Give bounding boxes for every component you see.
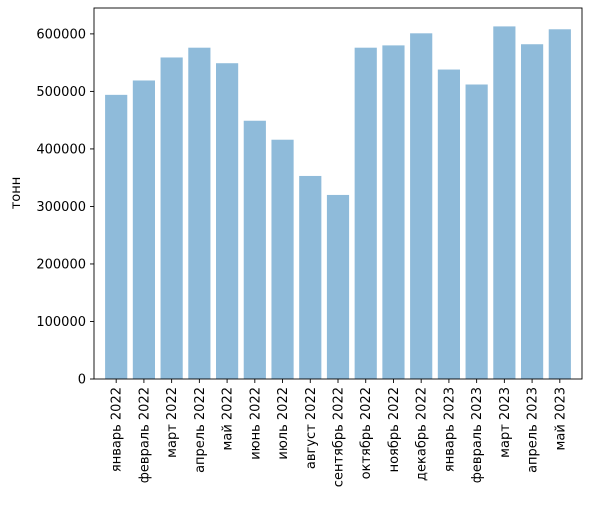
bar	[548, 29, 571, 380]
x-tick-label: март 2023	[498, 387, 513, 458]
x-tick-label: ноябрь 2022	[387, 387, 402, 472]
bar	[160, 57, 183, 379]
bar	[410, 33, 433, 379]
y-tick-label: 400000	[36, 142, 86, 157]
y-axis-ticks: 0 100000 200000 300000 400000 500000 600000	[36, 27, 94, 388]
x-tick-label: август 2022	[304, 387, 319, 469]
bar	[105, 94, 128, 380]
y-axis-label: тонн	[9, 177, 24, 210]
bar	[354, 47, 377, 379]
bar	[437, 69, 460, 379]
bar	[132, 80, 155, 379]
bar	[188, 47, 211, 379]
x-tick-label: июль 2022	[276, 387, 291, 460]
x-axis-ticks: январь 2022 февраль 2022 март 2022 апрель 2…	[110, 379, 568, 487]
x-tick-label: сентябрь 2022	[332, 387, 347, 487]
plot-frame	[93, 7, 583, 380]
x-tick-label: апрель 2023	[526, 387, 541, 473]
x-tick-label: май 2023	[553, 387, 568, 450]
x-tick-label: январь 2023	[442, 387, 457, 472]
y-tick-label: 500000	[36, 85, 86, 100]
x-tick-label: январь 2022	[110, 387, 125, 472]
x-tick-label: октябрь 2022	[359, 387, 374, 479]
x-tick-label: февраль 2023	[470, 387, 485, 483]
y-tick-label: 300000	[36, 200, 86, 215]
x-tick-label: апрель 2022	[193, 387, 208, 473]
bar	[299, 175, 322, 379]
bars-group	[105, 26, 571, 380]
bar	[243, 120, 266, 380]
x-tick-label: март 2022	[165, 387, 180, 458]
y-tick-label: 100000	[36, 315, 86, 330]
bar	[326, 194, 350, 379]
bar	[271, 139, 294, 379]
bar	[382, 45, 405, 379]
y-tick-label: 0	[78, 373, 86, 388]
x-tick-label: декабрь 2022	[415, 387, 430, 481]
y-tick-label: 600000	[36, 27, 86, 42]
bar	[493, 26, 516, 380]
bar	[216, 63, 239, 380]
x-tick-label: июнь 2022	[248, 387, 263, 460]
y-tick-label: 200000	[36, 257, 86, 272]
x-tick-label: февраль 2022	[137, 387, 152, 483]
x-tick-label: май 2022	[221, 387, 236, 450]
bar	[465, 84, 488, 379]
bar	[521, 44, 544, 379]
